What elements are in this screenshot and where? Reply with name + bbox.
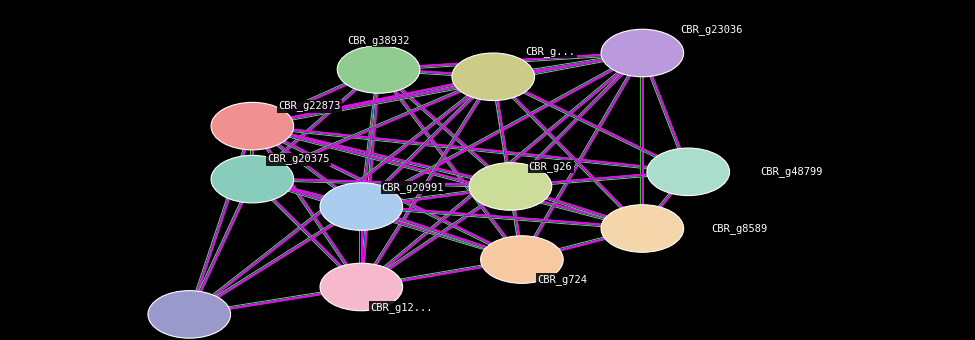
Ellipse shape — [211, 102, 293, 150]
Ellipse shape — [601, 205, 683, 252]
Text: CBR_g8589: CBR_g8589 — [712, 223, 768, 234]
Text: CBR_g724: CBR_g724 — [537, 274, 587, 285]
Text: CBR_g23036: CBR_g23036 — [680, 24, 742, 35]
Text: CBR_g22873: CBR_g22873 — [279, 101, 341, 112]
Text: CBR_g12...: CBR_g12... — [370, 302, 433, 312]
Ellipse shape — [452, 53, 534, 101]
Text: CBR_g20375: CBR_g20375 — [267, 154, 330, 165]
Ellipse shape — [148, 291, 230, 338]
Text: CBR_g20991: CBR_g20991 — [381, 182, 445, 193]
Ellipse shape — [481, 236, 564, 283]
Text: CBR_g...: CBR_g... — [526, 46, 575, 57]
Ellipse shape — [337, 46, 420, 93]
Ellipse shape — [601, 29, 683, 77]
Ellipse shape — [320, 183, 403, 230]
Text: CBR_g48799: CBR_g48799 — [760, 166, 823, 177]
Text: CBR_g26: CBR_g26 — [528, 161, 572, 172]
Ellipse shape — [211, 155, 293, 203]
Text: CBR_g38932: CBR_g38932 — [347, 35, 409, 46]
Ellipse shape — [469, 163, 552, 210]
Ellipse shape — [647, 148, 729, 196]
Ellipse shape — [320, 263, 403, 311]
